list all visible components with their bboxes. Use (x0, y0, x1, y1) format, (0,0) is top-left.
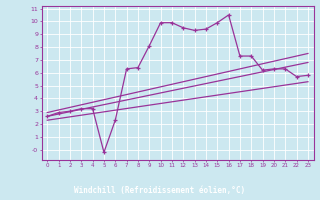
Text: Windchill (Refroidissement éolien,°C): Windchill (Refroidissement éolien,°C) (75, 186, 245, 196)
